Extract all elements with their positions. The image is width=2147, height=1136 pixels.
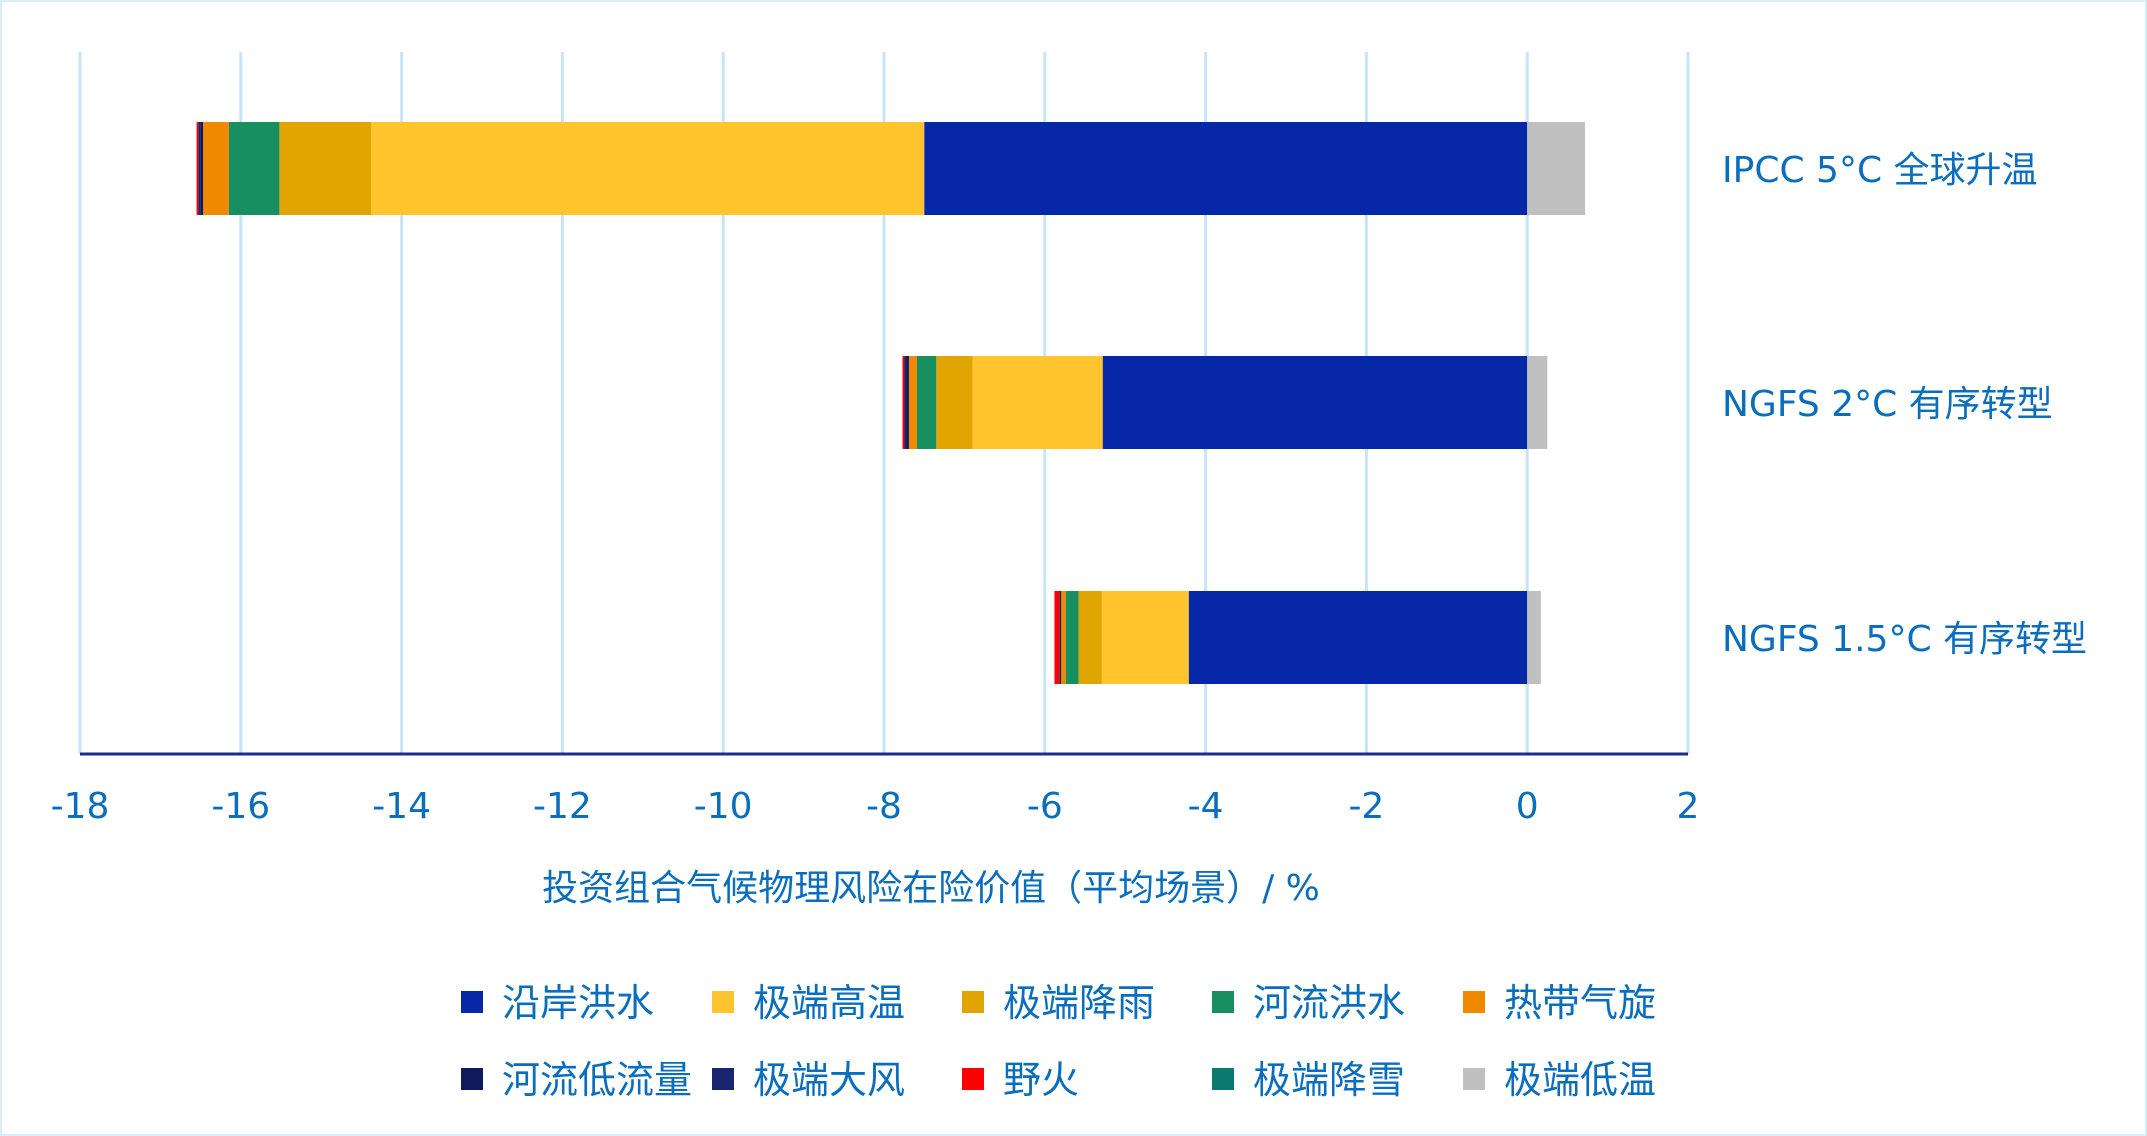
bar-segment [1101, 591, 1189, 684]
bar-segment [1527, 122, 1586, 215]
bar-segment [198, 122, 201, 215]
bar-segment [1059, 591, 1061, 684]
x-tick-label: -18 [51, 786, 110, 827]
x-tick-label: -10 [694, 786, 753, 827]
legend-label: 极端降雪 [1253, 1058, 1405, 1102]
legend-label: 河流低流量 [502, 1058, 692, 1102]
bar-segment [1102, 356, 1528, 449]
bar-segment [1078, 591, 1102, 684]
bar-segment [371, 122, 925, 215]
legend-swatch [1463, 991, 1485, 1013]
legend-label: 极端低温 [1504, 1058, 1656, 1102]
legend-swatch [1212, 991, 1234, 1013]
bar-segment [924, 122, 1528, 215]
bar-segment [904, 356, 907, 449]
category-label: NGFS 1.5°C 有序转型 [1722, 619, 2087, 660]
bar-segment [1054, 591, 1060, 684]
legend-label: 极端大风 [753, 1058, 905, 1102]
bar-segment [908, 356, 917, 449]
bar-segment [203, 122, 229, 215]
legend-label: 热带气旋 [1504, 981, 1656, 1025]
legend-label: 极端高温 [753, 981, 905, 1025]
legend-swatch [1212, 1068, 1234, 1090]
category-label: NGFS 2°C 有序转型 [1722, 384, 2053, 425]
legend-swatch [461, 1068, 483, 1090]
bar-segment [972, 356, 1103, 449]
bar-segment [916, 356, 937, 449]
legend-swatch [962, 991, 984, 1013]
legend-swatch [712, 1068, 734, 1090]
bar-segment [200, 122, 204, 215]
bar-segment [196, 122, 199, 215]
bar-segment [902, 356, 905, 449]
bar-segment [1060, 591, 1062, 684]
x-tick-label: 2 [1677, 786, 1700, 827]
legend-swatch [461, 991, 483, 1013]
legend-swatch [1463, 1068, 1485, 1090]
x-tick-label: -8 [866, 786, 902, 827]
legend-label: 河流洪水 [1253, 981, 1405, 1025]
x-tick-label: -14 [372, 786, 431, 827]
x-tick-label: -6 [1027, 786, 1063, 827]
x-tick-label: -4 [1188, 786, 1224, 827]
bar-segment [228, 122, 280, 215]
bar-segment [1527, 591, 1541, 684]
legend-swatch [962, 1068, 984, 1090]
bar-segment [279, 122, 372, 215]
category-label: IPCC 5°C 全球升温 [1722, 150, 2038, 191]
x-tick-label: 0 [1516, 786, 1539, 827]
x-tick-label: -2 [1348, 786, 1384, 827]
legend-label: 野火 [1003, 1058, 1079, 1102]
bar-segment [1527, 356, 1548, 449]
x-tick-label: -16 [211, 786, 270, 827]
bar-segment [906, 356, 909, 449]
legend-swatch [712, 991, 734, 1013]
bar-segment [936, 356, 973, 449]
bar-segment [1060, 591, 1066, 684]
legend-label: 沿岸洪水 [502, 981, 654, 1025]
x-tick-label: -12 [533, 786, 592, 827]
legend-label: 极端降雨 [1003, 981, 1155, 1025]
bar-segment [1188, 591, 1528, 684]
bar-segment [1065, 591, 1079, 684]
x-axis-title: 投资组合气候物理风险在险价值（平均场景）/ % [542, 868, 1320, 909]
